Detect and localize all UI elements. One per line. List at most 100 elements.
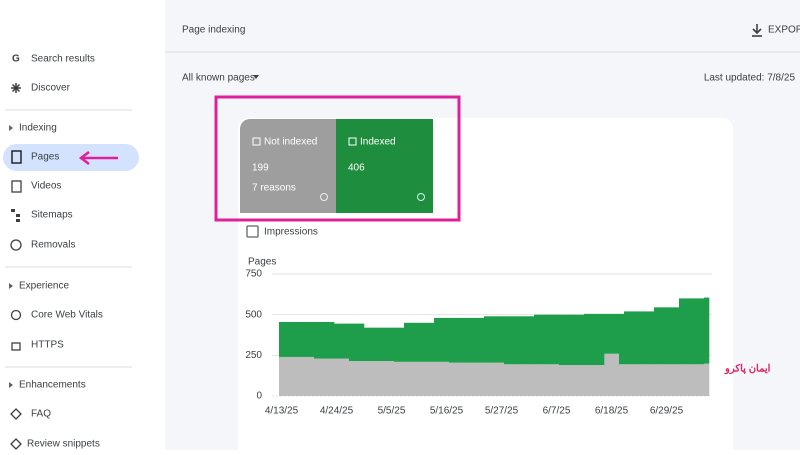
bar-segment [354,323,360,362]
bar-segment [619,313,625,365]
bar-segment [449,362,455,396]
bar-segment [684,298,690,365]
watermark: ایمان پاکرو [724,364,771,375]
bar-segment [474,317,480,363]
nav-item[interactable]: FAQ [31,409,51,420]
bar-segment [649,311,655,365]
bar-segment [479,362,485,396]
bar-segment [544,314,550,365]
bar-segment [579,365,585,396]
bar-segment [564,365,570,396]
bar-segment [299,321,305,357]
bar-segment [549,364,555,396]
bar-segment [379,361,385,396]
bar-segment [509,364,515,396]
filter-dropdown[interactable]: All known pages [182,73,255,84]
bar-segment [329,358,335,396]
nav-item[interactable]: Pages [31,152,59,163]
review-icon [10,438,22,450]
videos-icon [11,180,22,193]
bar-segment [639,364,645,396]
bar-segment [439,361,445,396]
bar-segment [349,323,355,362]
bar-segment [699,298,705,365]
bar-segment [704,297,710,364]
bar-segment [609,353,615,396]
bar-segment [569,314,575,366]
bar-segment [394,361,400,396]
bar-segment [674,307,680,365]
highlight-box [214,95,461,222]
bar-segment [429,361,435,396]
bar-segment [559,314,565,366]
checkbox[interactable] [348,137,357,146]
nav-item[interactable]: Sitemaps [31,210,73,221]
bar-segment [419,322,425,362]
bar-segment [644,364,650,396]
indexed-card[interactable] [336,119,433,213]
nav-item[interactable]: Removals [31,240,75,251]
bar-segment [329,321,335,359]
bar-segment [374,327,380,362]
bar-segment [309,321,315,357]
help-icon[interactable] [417,193,425,201]
bar-segment [539,364,545,396]
bar-segment [624,311,630,365]
nav-section[interactable]: Experience [19,281,69,292]
not-indexed-card[interactable] [240,119,336,213]
bar-segment [659,364,665,396]
card-value: 199 [252,163,269,174]
checkbox[interactable] [246,225,259,238]
bar-segment [434,361,440,396]
bar-segment [489,362,495,396]
bar-segment [569,365,575,396]
bar-segment [509,316,515,365]
bar-segment [574,365,580,396]
bar-segment [604,353,610,396]
bar-segment [634,364,640,396]
bar-segment [354,361,360,396]
bar-segment [429,322,435,362]
nav-item[interactable]: Discover [31,83,71,94]
export-button[interactable]: EXPORT [768,25,800,36]
bar-segment [289,321,295,357]
bar-segment [544,364,550,396]
bar-segment [284,321,290,357]
bar-segment [369,361,375,396]
bar-segment [619,364,625,396]
bar-segment [494,362,500,396]
bar-segment [464,362,470,396]
checkbox[interactable] [252,137,261,146]
nav-item[interactable]: Review snippets [27,439,100,450]
bar-segment [524,364,530,396]
nav-item[interactable]: HTTPS [31,340,64,351]
bar-segment [624,364,630,396]
bar-segment [394,327,400,362]
expand-icon [9,283,13,289]
bar-segment [529,316,535,365]
nav-item[interactable]: Videos [31,181,61,192]
bar-segment [514,316,520,365]
x-tick-label: 4/24/25 [320,406,354,417]
expand-icon [9,125,13,131]
bar-segment [679,298,685,365]
nav-section[interactable]: Enhancements [19,380,86,391]
sidebar [0,0,165,450]
nav-section[interactable]: Indexing [19,123,57,134]
nav-item[interactable]: Core Web Vitals [31,310,103,321]
bar-segment [519,316,525,365]
impressions-toggle[interactable]: Impressions [264,227,318,238]
bar-segment [439,317,445,362]
bar-segment [684,364,690,396]
nav-selected [3,144,139,171]
bar-segment [314,321,320,359]
bar-segment [369,327,375,362]
bar-segment [324,358,330,396]
bar-segment [364,361,370,396]
bar-segment [599,313,605,366]
help-icon[interactable] [320,193,328,201]
bar-segment [464,317,470,363]
bar-segment [444,361,450,396]
nav-item[interactable]: Search results [31,54,95,65]
